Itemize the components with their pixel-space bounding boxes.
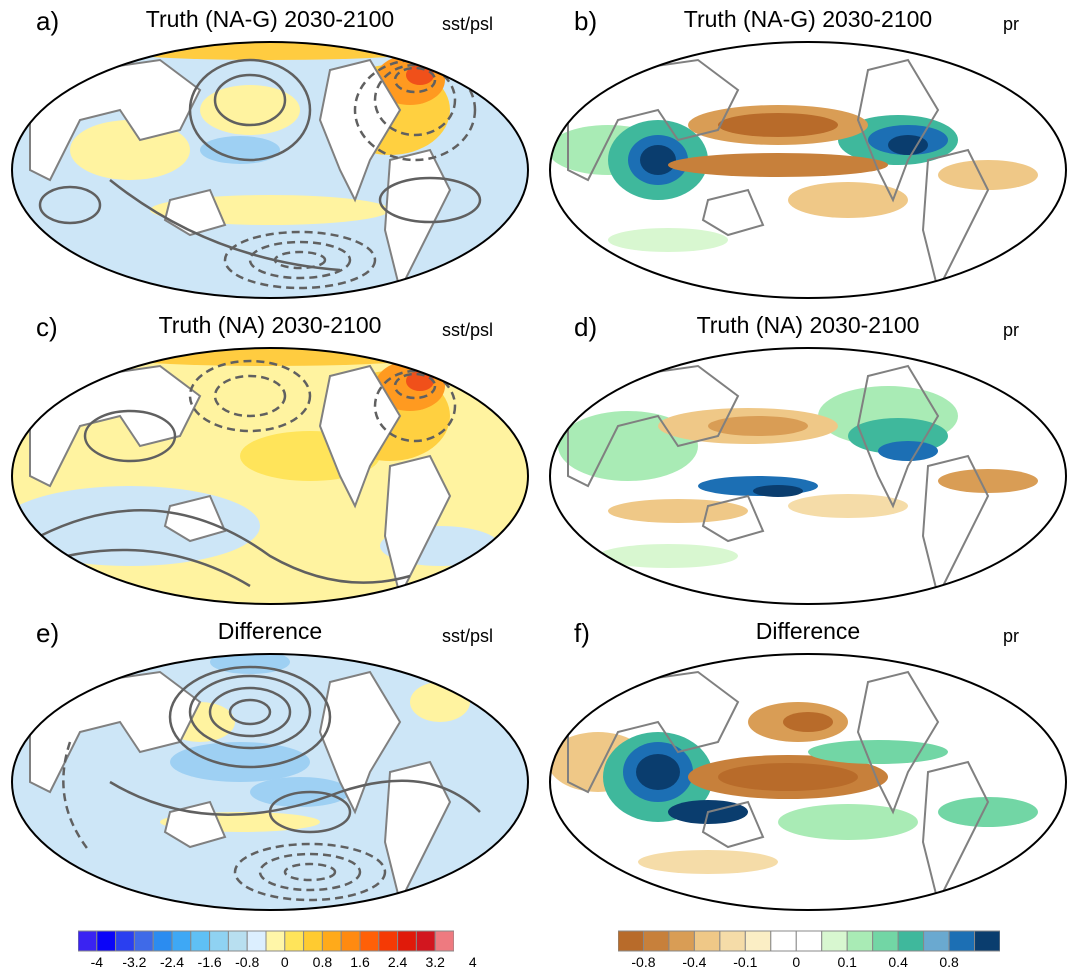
- panel-b: b) Truth (NA-G) 2030-2100 pr: [548, 0, 1068, 300]
- pr-colorbar-tick-label: 0.1: [837, 954, 857, 970]
- sst-colorbar-swatch: [434, 930, 455, 952]
- panel-variable-label: sst/psl: [442, 626, 494, 646]
- panel-title: Difference: [755, 618, 861, 644]
- pr-colorbar-tick-label: 0.4: [888, 954, 908, 970]
- sst-colorbar-tick-label: -4: [90, 954, 104, 970]
- sst-colorbar: -4 -3.2 -2.4 -1.6 -0.8 0 0.8 1.6 2.4 3.2 4: [77, 930, 477, 976]
- pr-colorbar-tick-label: -0.1: [733, 954, 758, 970]
- sst-colorbar-swatch: [246, 930, 267, 952]
- panel-variable-label: pr: [1003, 320, 1020, 340]
- pr-colorbar-swatch: [948, 930, 976, 952]
- sst-colorbar-swatch: [96, 930, 117, 952]
- sst-colorbar-swatch: [378, 930, 399, 952]
- panel-variable-label: sst/psl: [442, 320, 494, 340]
- sst-colorbar-tick-label: 0: [280, 954, 289, 970]
- sst-colorbar-swatch: [397, 930, 417, 952]
- panel-title: Truth (NA-G) 2030-2100: [145, 6, 395, 32]
- map-sst-psl: [11, 41, 529, 299]
- pr-colorbar-tick-label: 0.8: [939, 954, 959, 970]
- sst-colorbar-swatch: [265, 930, 286, 952]
- pr-colorbar-swatch: [923, 930, 950, 952]
- sst-colorbar-swatch: [133, 930, 154, 952]
- panel-variable-label: sst/psl: [442, 14, 494, 34]
- pr-colorbar-swatch: [744, 930, 772, 952]
- pr-colorbar-swatch: [846, 930, 874, 952]
- sst-colorbar-tick-label: -3.2: [122, 954, 147, 970]
- panel-variable-label: pr: [1003, 626, 1020, 646]
- sst-colorbar-tick-label: 0.8: [312, 954, 333, 970]
- map-precipitation: [549, 41, 1067, 299]
- sst-colorbar-swatch: [303, 930, 323, 952]
- sst-colorbar-swatches: [77, 930, 455, 952]
- sst-colorbar-swatch: [415, 930, 436, 952]
- pr-colorbar-swatch: [642, 930, 670, 952]
- sst-colorbar-swatch: [227, 930, 248, 952]
- panel-d: d) Truth (NA) 2030-2100 pr: [548, 306, 1068, 606]
- panel-letter: a): [36, 6, 60, 36]
- pr-colorbar-swatch: [617, 930, 644, 952]
- pr-colorbar-swatch: [821, 930, 848, 952]
- sst-colorbar-swatch: [171, 930, 192, 952]
- sst-colorbar-tick-label: -1.6: [197, 954, 222, 970]
- sst-colorbar-tick-label: 1.6: [350, 954, 370, 970]
- map-precipitation: [549, 347, 1067, 605]
- panel-a: a) Truth (NA-G) 2030-2100 sst/psl: [10, 0, 530, 300]
- panel-letter: f): [574, 618, 590, 648]
- pr-colorbar-swatches: [617, 930, 1001, 952]
- pr-colorbar-swatch: [872, 930, 899, 952]
- sst-colorbar-swatch: [115, 930, 135, 952]
- map-sst-psl: [11, 653, 529, 911]
- map-precipitation: [549, 653, 1067, 911]
- pr-colorbar-labels: -0.8 -0.4 -0.1 0 0.1 0.4 0.8: [618, 952, 1000, 972]
- sst-colorbar-swatch: [340, 930, 361, 952]
- pr-colorbar-tick-label: 0: [792, 954, 801, 970]
- panel-title: Truth (NA) 2030-2100: [158, 312, 382, 338]
- panel-letter: d): [574, 312, 598, 342]
- pr-colorbar-swatch: [668, 930, 695, 952]
- sst-colorbar-labels: -4 -3.2 -2.4 -1.6 -0.8 0 0.8 1.6 2.4 3.2 4: [78, 952, 477, 972]
- panel-e: e) Difference sst/psl: [10, 612, 530, 912]
- sst-colorbar-tick-label: 2.4: [387, 954, 408, 970]
- pr-colorbar-swatch: [795, 930, 823, 952]
- panel-letter: b): [574, 6, 598, 36]
- panel-title: Truth (NA) 2030-2100: [696, 312, 920, 338]
- panel-title: Difference: [217, 618, 323, 644]
- panel-title: Truth (NA-G) 2030-2100: [683, 6, 933, 32]
- panel-c: c) Truth (NA) 2030-2100 sst/psl: [10, 306, 530, 606]
- pr-colorbar-tick-label: -0.4: [682, 954, 707, 970]
- sst-colorbar-swatch: [359, 930, 380, 952]
- panel-f: f) Difference pr: [548, 612, 1068, 912]
- map-sst-psl: [11, 347, 529, 605]
- pr-colorbar-swatch: [897, 930, 925, 952]
- pr-colorbar: -0.8 -0.4 -0.1 0 0.1 0.4 0.8: [617, 930, 1001, 976]
- sst-colorbar-tick-label: 3.2: [425, 954, 445, 970]
- panel-letter: e): [36, 618, 60, 648]
- panel-letter: c): [36, 312, 58, 342]
- pr-colorbar-swatch: [693, 930, 721, 952]
- pr-colorbar-tick-label: -0.8: [631, 954, 656, 970]
- sst-colorbar-tick-label: -2.4: [159, 954, 185, 970]
- sst-colorbar-tick-label: -0.8: [235, 954, 260, 970]
- pr-colorbar-swatch: [719, 930, 746, 952]
- sst-colorbar-swatch: [284, 930, 305, 952]
- pr-colorbar-swatch: [770, 930, 797, 952]
- sst-colorbar-swatch: [77, 930, 98, 952]
- panel-variable-label: pr: [1003, 14, 1020, 34]
- sst-colorbar-swatch: [321, 930, 342, 952]
- sst-colorbar-tick-label: 4: [468, 954, 477, 970]
- sst-colorbar-swatch: [190, 930, 211, 952]
- sst-colorbar-swatch: [152, 930, 173, 952]
- sst-colorbar-swatch: [209, 930, 229, 952]
- pr-colorbar-swatch: [974, 930, 1001, 952]
